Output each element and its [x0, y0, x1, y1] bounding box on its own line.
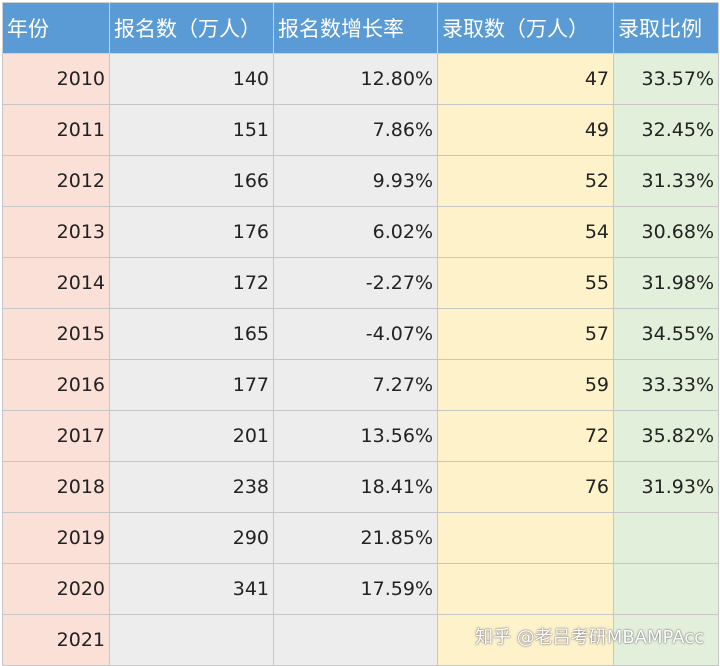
header-year[interactable]: 年份 [2, 2, 110, 54]
applicant-growth-cell[interactable]: 7.86% [273, 104, 438, 156]
admission-ratio-cell[interactable] [613, 614, 719, 666]
table-row: 2019 290 21.85% [2, 512, 719, 564]
year-cell[interactable]: 2014 [2, 257, 110, 309]
year-cell[interactable]: 2020 [2, 563, 110, 615]
year-cell[interactable]: 2015 [2, 308, 110, 360]
header-row: 年份 报名数（万人） 报名数增长率 录取数（万人） 录取比例 [2, 2, 719, 54]
applicants-cell[interactable]: 140 [109, 53, 274, 105]
applicant-growth-cell[interactable]: 7.27% [273, 359, 438, 411]
table-row: 2011 151 7.86% 49 32.45% [2, 104, 719, 156]
admission-ratio-cell[interactable]: 30.68% [613, 206, 719, 258]
admitted-cell[interactable]: 54 [437, 206, 614, 258]
admission-ratio-cell[interactable]: 32.45% [613, 104, 719, 156]
table-row: 2017 201 13.56% 72 35.82% [2, 410, 719, 462]
admitted-cell[interactable]: 72 [437, 410, 614, 462]
applicant-growth-cell[interactable]: 6.02% [273, 206, 438, 258]
table-row: 2020 341 17.59% [2, 563, 719, 615]
table-row: 2016 177 7.27% 59 33.33% [2, 359, 719, 411]
header-applicants[interactable]: 报名数（万人） [109, 2, 274, 54]
table-row: 2013 176 6.02% 54 30.68% [2, 206, 719, 258]
admission-ratio-cell[interactable]: 31.33% [613, 155, 719, 207]
applicants-cell[interactable]: 201 [109, 410, 274, 462]
admitted-cell[interactable] [437, 614, 614, 666]
year-cell[interactable]: 2011 [2, 104, 110, 156]
admitted-cell[interactable]: 76 [437, 461, 614, 513]
admission-ratio-cell[interactable]: 31.93% [613, 461, 719, 513]
admitted-cell[interactable]: 59 [437, 359, 614, 411]
applicants-cell[interactable]: 176 [109, 206, 274, 258]
applicants-cell[interactable]: 238 [109, 461, 274, 513]
table-row: 2012 166 9.93% 52 31.33% [2, 155, 719, 207]
year-cell[interactable]: 2019 [2, 512, 110, 564]
applicants-cell[interactable]: 177 [109, 359, 274, 411]
applicants-cell[interactable]: 172 [109, 257, 274, 309]
header-admission-ratio[interactable]: 录取比例 [613, 2, 719, 54]
admission-ratio-cell[interactable]: 33.57% [613, 53, 719, 105]
applicant-growth-cell[interactable]: -2.27% [273, 257, 438, 309]
applicants-cell[interactable]: 166 [109, 155, 274, 207]
applicant-growth-cell[interactable]: 18.41% [273, 461, 438, 513]
table-row: 2010 140 12.80% 47 33.57% [2, 53, 719, 105]
admitted-cell[interactable]: 49 [437, 104, 614, 156]
watermark: 知乎 @老吕考研MBAMPAcc [475, 627, 704, 648]
applicant-growth-cell[interactable]: 12.80% [273, 53, 438, 105]
year-cell[interactable]: 2013 [2, 206, 110, 258]
year-cell[interactable]: 2012 [2, 155, 110, 207]
year-cell[interactable]: 2010 [2, 53, 110, 105]
table-row: 2021 [2, 614, 719, 666]
admitted-cell[interactable]: 57 [437, 308, 614, 360]
header-applicant-growth[interactable]: 报名数增长率 [273, 2, 438, 54]
applicants-cell[interactable]: 151 [109, 104, 274, 156]
table-row: 2015 165 -4.07% 57 34.55% [2, 308, 719, 360]
admission-ratio-cell[interactable] [613, 512, 719, 564]
admission-ratio-cell[interactable]: 34.55% [613, 308, 719, 360]
applicant-growth-cell[interactable]: -4.07% [273, 308, 438, 360]
table-row: 2018 238 18.41% 76 31.93% [2, 461, 719, 513]
admitted-cell[interactable]: 55 [437, 257, 614, 309]
admitted-cell[interactable]: 47 [437, 53, 614, 105]
header-admitted[interactable]: 录取数（万人） [437, 2, 614, 54]
applicant-growth-cell[interactable]: 17.59% [273, 563, 438, 615]
admission-ratio-cell[interactable]: 35.82% [613, 410, 719, 462]
applicants-cell[interactable]: 341 [109, 563, 274, 615]
applicant-growth-cell[interactable] [273, 614, 438, 666]
year-cell[interactable]: 2018 [2, 461, 110, 513]
applicants-cell[interactable]: 165 [109, 308, 274, 360]
applicants-cell[interactable] [109, 614, 274, 666]
applicant-growth-cell[interactable]: 9.93% [273, 155, 438, 207]
applicant-growth-cell[interactable]: 13.56% [273, 410, 438, 462]
applicants-cell[interactable]: 290 [109, 512, 274, 564]
admitted-cell[interactable] [437, 563, 614, 615]
table-row: 2014 172 -2.27% 55 31.98% [2, 257, 719, 309]
year-cell[interactable]: 2021 [2, 614, 110, 666]
admitted-cell[interactable]: 52 [437, 155, 614, 207]
admitted-cell[interactable] [437, 512, 614, 564]
year-cell[interactable]: 2017 [2, 410, 110, 462]
admission-ratio-cell[interactable]: 31.98% [613, 257, 719, 309]
admission-ratio-cell[interactable]: 33.33% [613, 359, 719, 411]
year-cell[interactable]: 2016 [2, 359, 110, 411]
admission-ratio-cell[interactable] [613, 563, 719, 615]
applicant-growth-cell[interactable]: 21.85% [273, 512, 438, 564]
